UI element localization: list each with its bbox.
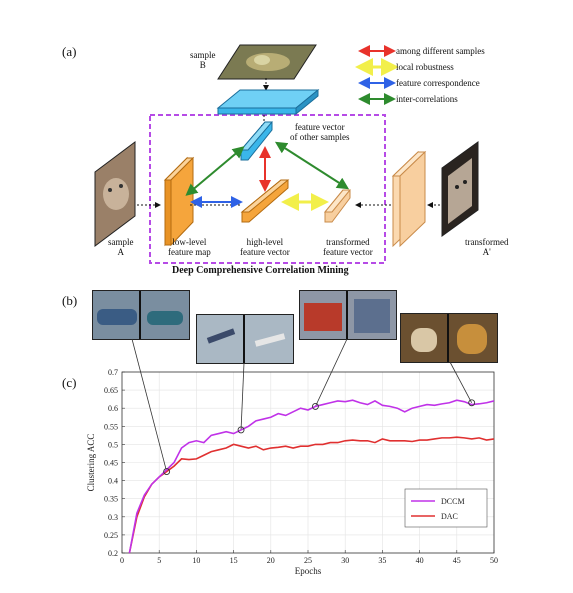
y-tick-label: 0.25 [104,531,118,540]
y-tick-label: 0.65 [104,386,118,395]
feature-map-b [216,88,320,116]
cat-photo-a [94,141,136,247]
callout-line [449,361,473,403]
y-tick-label: 0.35 [104,495,118,504]
callout-point [237,426,245,434]
x-tick-label: 50 [490,556,498,565]
panel-b-label: (b) [62,293,78,308]
y-tick-label: 0.2 [108,549,118,558]
y-tick-label: 0.6 [108,404,118,413]
other-samples-label: feature vector of other samples [290,122,350,142]
transformed-vector-label: transformed feature vector [323,237,373,257]
callout-line [240,362,245,430]
sample-a-label: sample A [108,237,134,257]
y-axis-label: Clustering ACC [86,434,96,492]
cat-photo-transformed [441,141,479,237]
y-tick-label: 0.5 [108,440,118,449]
x-tick-label: 35 [378,556,386,565]
legend-label: DAC [441,512,458,521]
low-level-label: low-level feature map [168,237,211,257]
callout-point [311,402,319,410]
callout-line [131,338,168,472]
legend-inter-correlations: inter-correlations [396,94,458,104]
y-tick-label: 0.45 [104,459,118,468]
y-tick-label: 0.3 [108,513,118,522]
transformed-vector [323,189,352,223]
dog-thumbnails [400,313,498,363]
legend-among-samples: among different samples [396,46,485,56]
sample-b-label: sample B [190,50,216,70]
y-tick-label: 0.55 [104,422,118,431]
panel-a-label: (a) [62,44,77,59]
airplane-thumbnails [196,314,294,364]
x-tick-label: 25 [304,556,312,565]
x-tick-label: 45 [453,556,461,565]
arrow-green-right [274,141,350,190]
series-line-dccm [128,399,495,554]
feature-vector-other [239,121,274,161]
callout-point [163,468,171,475]
high-level-label: high-level feature vector [240,237,290,257]
x-tick-label: 15 [230,556,238,565]
legend-feature-correspondence: feature correspondence [396,78,480,88]
x-tick-label: 5 [157,556,161,565]
transformed-a-label: transformed A' [465,237,509,257]
dcc-dashed-box [149,114,386,264]
x-tick-label: 10 [192,556,200,565]
truck-thumbnails [299,290,397,340]
dcc-box-title: Deep Comprehensive Correlation Mining [172,265,349,276]
y-tick-label: 0.7 [108,368,118,377]
car-thumbnails [92,290,190,340]
chart-legend [404,488,488,528]
x-tick-label: 0 [120,556,124,565]
panel-c-label: (c) [62,375,77,390]
legend-arrows [355,45,399,105]
series-line-dac [128,436,495,554]
frog-photo [217,44,317,80]
callout-point [468,399,476,407]
x-tick-label: 40 [416,556,424,565]
legend-label: DCCM [441,497,465,506]
transformed-feature-map [391,150,427,248]
legend-local-robustness: local robustness [396,62,454,72]
x-tick-label: 20 [267,556,275,565]
y-tick-label: 0.4 [108,477,118,486]
x-axis-label: Epochs [295,566,322,576]
callout-line [315,338,348,407]
arrow-green-left [185,146,245,196]
diagram-canvas [94,44,479,264]
x-tick-label: 30 [341,556,349,565]
